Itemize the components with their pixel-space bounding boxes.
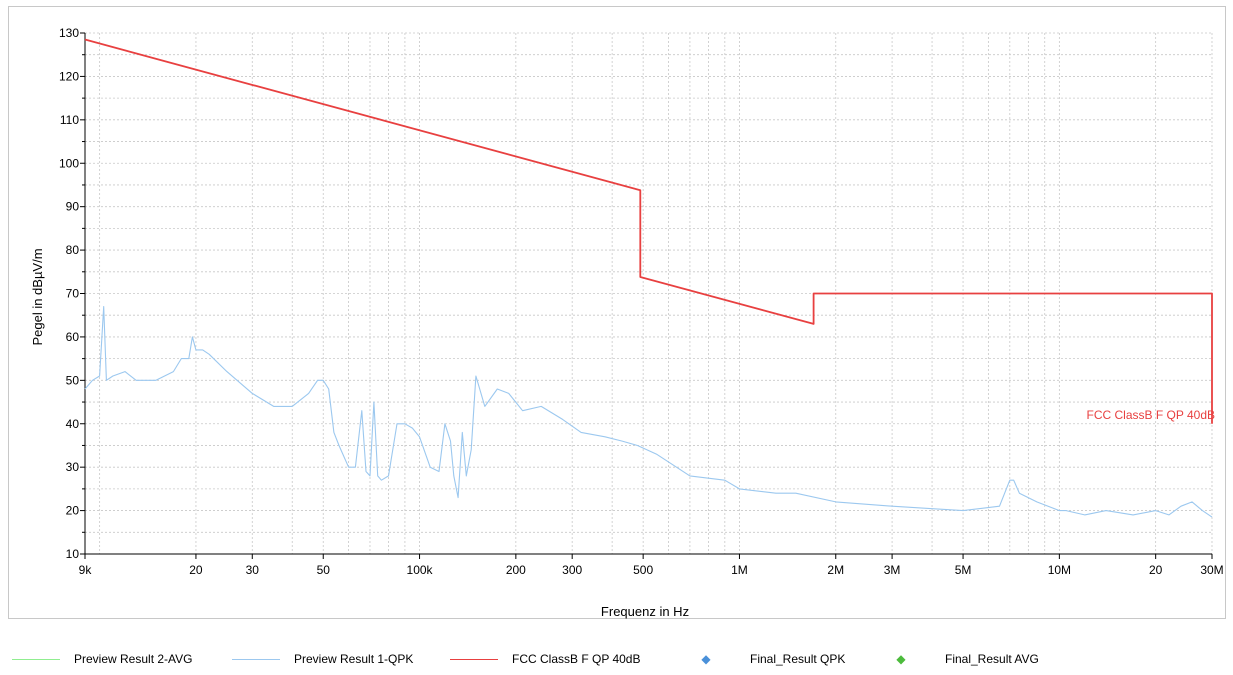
annotation-layer: FCC ClassB F QP 40dB (1087, 408, 1215, 422)
x-tick-label: 5M (955, 563, 972, 577)
y-tick-label: 110 (60, 113, 79, 127)
legend-line-icon (12, 658, 60, 660)
limit-line-label: FCC ClassB F QP 40dB (1087, 408, 1215, 422)
x-tick-label: 10M (1048, 563, 1071, 577)
series-line-preview-result-1-qpk (84, 305, 1213, 518)
y-tick-label: 120 (59, 69, 79, 83)
axis-layer: 10 20 30 40 50 60 70 80 90 100 110 120 130 9k 20 30 50 10… (59, 26, 1224, 577)
legend: Preview Result 2-AVG Preview Result 1-QP… (0, 648, 1233, 670)
y-tick-label: 60 (66, 330, 80, 344)
y-tick-label: 10 (66, 547, 80, 561)
x-tick-label: 50 (317, 563, 331, 577)
diamond-icon: ◆ (701, 652, 711, 666)
x-tick-label: 2M (827, 563, 844, 577)
chart-frame (8, 6, 1226, 619)
legend-line-icon (232, 658, 280, 660)
x-tick-label: 3M (884, 563, 901, 577)
x-tick-label: 20 (1149, 563, 1163, 577)
legend-line-icon (450, 658, 498, 660)
y-tick-label: 70 (66, 287, 80, 301)
x-axis-title: Frequenz in Hz (601, 604, 689, 619)
legend-item-preview-qpk: Preview Result 1-QPK (232, 648, 413, 670)
y-axis-title: Pegel in dBµV/m (30, 248, 45, 345)
legend-item-final-avg: ◆ Final_Result AVG (895, 648, 1039, 670)
y-tick-label: 80 (66, 243, 80, 257)
y-tick-label: 100 (59, 156, 79, 170)
diamond-icon: ◆ (896, 652, 906, 666)
x-tick-label: 9k (79, 563, 93, 577)
legend-item-fcc-limit: FCC ClassB F QP 40dB (450, 648, 640, 670)
x-tick-label: 20 (189, 563, 203, 577)
x-tick-label: 30 (246, 563, 260, 577)
series-layer (84, 38, 1213, 518)
legend-label: Final_Result AVG (945, 652, 1039, 666)
legend-label: Final_Result QPK (750, 652, 846, 666)
series-line-fcc-classb-f-qp-40db (84, 38, 1213, 424)
legend-label: Preview Result 2-AVG (74, 652, 193, 666)
x-tick-label: 300 (562, 563, 582, 577)
y-tick-label: 130 (59, 26, 79, 40)
legend-item-final-qpk: ◆ Final_Result QPK (700, 648, 845, 670)
emission-chart: 10 20 30 40 50 60 70 80 90 100 110 120 130 9k 20 30 50 10… (30, 26, 1224, 619)
x-tick-label: 30M (1200, 563, 1223, 577)
legend-label: Preview Result 1-QPK (294, 652, 414, 666)
x-tick-label: 100k (407, 563, 434, 577)
y-tick-label: 90 (66, 200, 80, 214)
legend-label: FCC ClassB F QP 40dB (512, 652, 641, 666)
y-tick-label: 20 (66, 504, 80, 518)
x-tick-label: 200 (506, 563, 526, 577)
x-tick-label: 1M (731, 563, 748, 577)
y-tick-label: 40 (66, 417, 80, 431)
y-tick-label: 30 (66, 460, 80, 474)
legend-item-preview-avg: Preview Result 2-AVG (12, 648, 192, 670)
y-tick-label: 50 (66, 373, 80, 387)
x-tick-label: 500 (633, 563, 653, 577)
